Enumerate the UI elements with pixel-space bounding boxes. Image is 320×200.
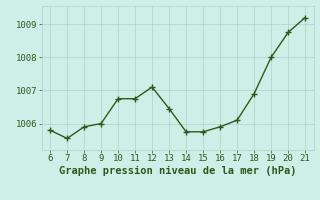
X-axis label: Graphe pression niveau de la mer (hPa): Graphe pression niveau de la mer (hPa) (59, 166, 296, 176)
